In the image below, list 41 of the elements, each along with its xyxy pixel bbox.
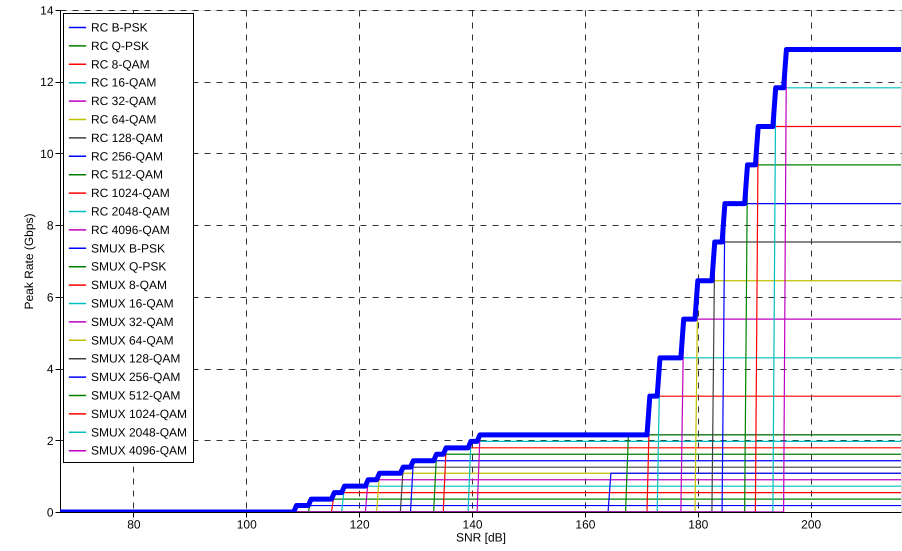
legend-label: SMUX 8-QAM	[91, 278, 168, 292]
y-tick-label: 12	[40, 75, 54, 90]
legend-label: SMUX B-PSK	[91, 241, 166, 256]
x-axis-title: SNR [dB]	[456, 530, 506, 544]
legend-label: RC 512-QAM	[91, 168, 164, 182]
legend-label: SMUX 16-QAM	[91, 296, 174, 310]
legend-label: RC 256-QAM	[91, 149, 164, 164]
y-tick-label: 10	[40, 146, 54, 161]
legend-label: SMUX 512-QAM	[91, 388, 180, 402]
y-axis-title: Peak Rate (Gbps)	[22, 213, 36, 310]
legend-label: RC 1024-QAM	[91, 186, 170, 200]
legend-label: SMUX 1024-QAM	[91, 406, 188, 421]
legend-label: RC 4096-QAM	[91, 222, 170, 237]
legend-label: SMUX 64-QAM	[91, 333, 174, 348]
legend-label: SMUX 256-QAM	[91, 370, 180, 384]
legend-label: RC 8-QAM	[91, 57, 150, 72]
legend-label: SMUX Q-PSK	[91, 260, 166, 274]
legend-label: RC B-PSK	[91, 20, 148, 34]
y-tick-label: 8	[46, 218, 54, 233]
legend-label: RC 32-QAM	[91, 94, 156, 108]
legend-label: RC Q-PSK	[91, 38, 150, 53]
x-tick-label: 160	[575, 518, 596, 532]
x-tick-label: 120	[350, 518, 370, 532]
x-tick-label: 200	[801, 518, 822, 532]
y-tick-label: 14	[40, 4, 54, 18]
legend-label: SMUX 128-QAM	[91, 352, 180, 366]
x-tick-label: 180	[688, 518, 709, 532]
legend-label: RC 64-QAM	[91, 112, 156, 126]
legend-label: RC 128-QAM	[91, 130, 164, 145]
legend-label: RC 2048-QAM	[91, 204, 170, 218]
legend-label: SMUX 4096-QAM	[91, 444, 188, 458]
y-tick-label: 2	[46, 434, 54, 448]
legend-label: RC 16-QAM	[91, 76, 156, 90]
x-tick-label: 80	[127, 518, 141, 532]
y-tick-label: 0	[46, 506, 54, 520]
y-tick-label: 6	[46, 290, 54, 304]
x-tick-label: 140	[462, 518, 483, 532]
legend-label: SMUX 2048-QAM	[91, 425, 188, 440]
y-tick-label: 4	[46, 362, 54, 376]
legend-label: SMUX 32-QAM	[91, 314, 174, 329]
x-tick-label: 100	[236, 518, 258, 532]
